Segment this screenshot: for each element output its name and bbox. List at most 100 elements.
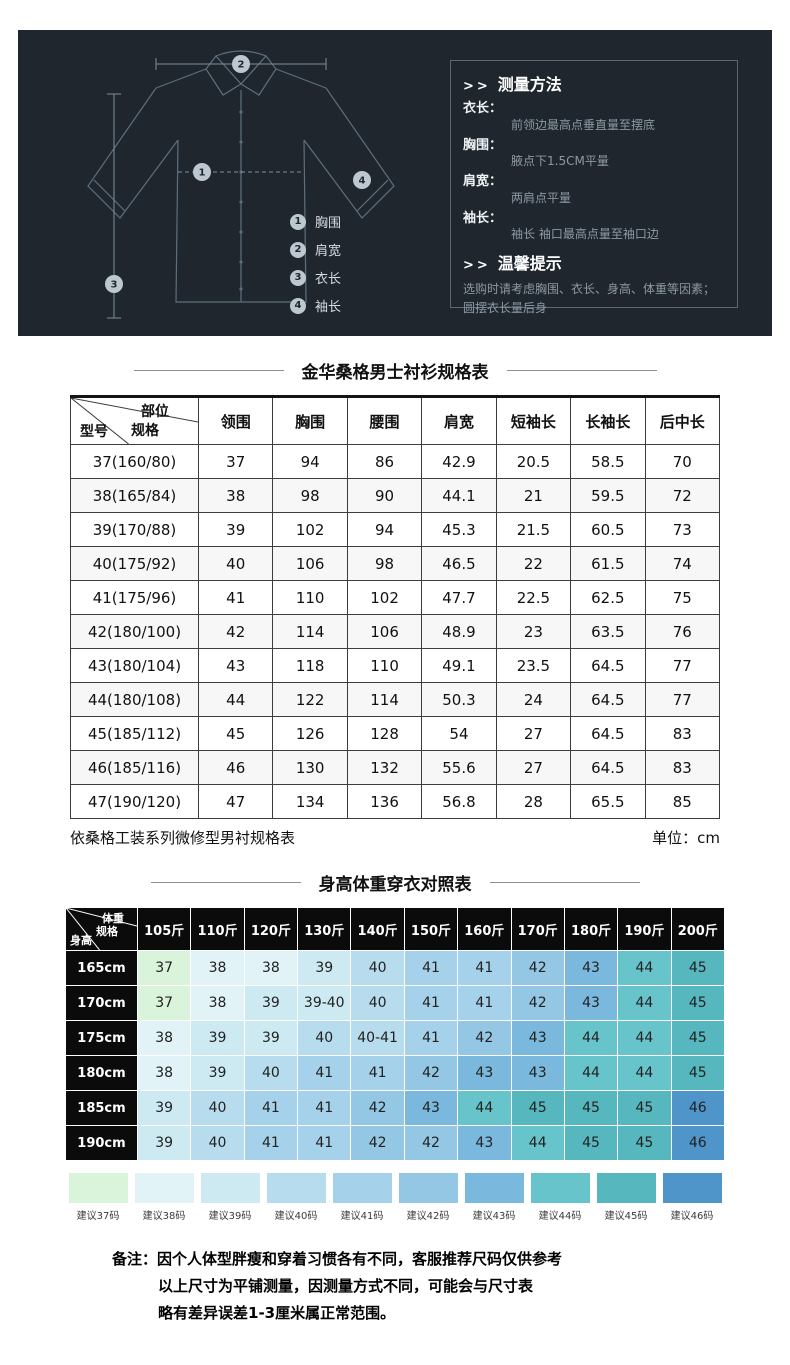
- size-table-value-cell: 77: [644, 682, 721, 717]
- size-table-row: 45(185/112) 45 126 128 54 27 64.5 83: [70, 716, 721, 751]
- diagram-legend-item: 2 肩宽: [290, 240, 341, 259]
- size-table-footnotes: 依桑格工装系列微修型男衬规格表 单位：cm: [70, 827, 720, 848]
- size-table-value-cell: 47.7: [421, 580, 497, 615]
- chevrons-icon: >>: [463, 79, 491, 94]
- hw-table-size-cell: 40: [350, 985, 405, 1021]
- shirt-outline: [87, 50, 395, 303]
- hw-table-size-cell: 44: [617, 950, 672, 986]
- hw-table-size-cell: 42: [510, 950, 565, 986]
- size-table-value-cell: 49.1: [421, 648, 497, 683]
- measure-item-desc: 两肩点平量: [511, 190, 572, 205]
- shirt-diagram: 1 2 3 4: [87, 50, 395, 319]
- unit-footnote: 单位：cm: [652, 829, 720, 847]
- size-table-value-cell: 60.5: [570, 512, 646, 547]
- size-table-row: 43(180/104) 43 118 110 49.1 23.5 64.5 77: [70, 648, 721, 683]
- hw-table-size-cell: 40: [190, 1125, 245, 1161]
- footer-note-line: 以上尺寸为平铺测量，因测量方式不同，可能会与尺寸表: [158, 1277, 534, 1295]
- hw-table-size-cell: 41: [403, 1020, 459, 1056]
- corner-label-weight: 体重: [102, 912, 124, 925]
- size-table-model-cell: 44(180/108): [70, 682, 199, 717]
- hw-table-size-cell: 39: [243, 985, 299, 1021]
- hw-table-weight-header: 180斤: [563, 907, 619, 951]
- hw-table-size-cell: 42: [510, 985, 565, 1021]
- legend-label: 建议42码: [406, 1211, 450, 1222]
- hw-table-size-cell: 39: [297, 950, 352, 986]
- marker-4-sleeve: 4: [353, 171, 371, 189]
- hw-table-size-cell: 44: [457, 1090, 512, 1126]
- hw-table-size-cell: 45: [617, 1125, 672, 1161]
- size-table-column-header: 长袖长: [570, 396, 646, 445]
- size-color-legend: 建议37码 建议38码 建议39码 建议40码 建议41码 建议42码 建议43码 建议44码…: [0, 1173, 790, 1222]
- measure-item-label: 胸围：: [463, 137, 503, 153]
- size-table-model-cell: 47(190/120): [70, 784, 199, 819]
- size-table-value-cell: 106: [272, 546, 348, 581]
- diagram-legend-item: 4 袖长: [290, 296, 341, 315]
- hw-table-title: 身高体重穿衣对照表: [318, 875, 472, 895]
- hw-table-weight-header: 160斤: [457, 907, 512, 951]
- hw-table-size-cell: 39: [136, 1090, 192, 1126]
- legend-swatch: [596, 1173, 656, 1203]
- hw-table-size-cell: 44: [617, 1020, 672, 1056]
- size-table-row: 47(190/120) 47 134 136 56.8 28 65.5 85: [70, 784, 721, 819]
- hw-table-size-cell: 45: [670, 985, 726, 1021]
- size-table-model-cell: 43(180/104): [70, 648, 199, 683]
- hw-table-weight-header: 130斤: [297, 907, 352, 951]
- hw-table-size-cell: 40: [190, 1090, 245, 1126]
- hw-table-size-cell: 38: [190, 950, 245, 986]
- hw-table-size-cell: 37: [136, 985, 192, 1021]
- hw-table-size-cell: 38: [136, 1020, 192, 1056]
- footer-note-line: 备注：因个人体型胖瘦和穿着习惯各有不同，客服推荐尺码仅供参考: [112, 1250, 563, 1268]
- size-table-title-row: 金华桑格男士衬衫规格表: [0, 358, 790, 383]
- hw-table-size-cell: 44: [510, 1125, 565, 1161]
- size-table-column-header: 腰围: [346, 396, 423, 445]
- hw-table-size-cell: 43: [510, 1020, 565, 1056]
- measure-item-label: 衣长：: [463, 101, 503, 116]
- size-table-model-cell: 46(185/116): [70, 750, 199, 785]
- hw-table-size-cell: 44: [617, 985, 672, 1021]
- hw-table-size-cell: 39: [190, 1020, 245, 1056]
- size-table-value-cell: 45.3: [421, 512, 497, 547]
- shirt-size-table: 部位 规格 型号 领围 胸围 腰围 肩宽 短袖长 长袖长 后中长 37(160/80) 37 94 86 4…: [70, 395, 721, 819]
- hw-table-size-cell: 39: [190, 1055, 245, 1091]
- size-table-value-cell: 20.5: [495, 444, 572, 479]
- hw-table-row: 170cm 37 38 39 39-40 40 41 41 42 43 44 45: [65, 985, 726, 1021]
- hw-table-size-cell: 40: [243, 1055, 299, 1091]
- legend-item: 建议39码: [200, 1173, 260, 1222]
- size-table-value-cell: 64.5: [570, 682, 646, 717]
- size-table-value-cell: 42: [197, 614, 274, 649]
- hw-table-size-cell: 45: [510, 1090, 565, 1126]
- size-table-value-cell: 46: [197, 750, 274, 785]
- legend-item: 建议41码: [332, 1173, 392, 1222]
- hw-table-row: 180cm 38 39 40 41 41 42 43 43 44 44 45: [65, 1055, 726, 1091]
- legend-swatch: [200, 1173, 260, 1203]
- size-table-column-header: 领围: [197, 396, 274, 445]
- legend-item: 建议38码: [134, 1173, 194, 1222]
- size-table-value-cell: 134: [272, 784, 348, 819]
- legend-swatch: [530, 1173, 590, 1203]
- size-table-value-cell: 83: [644, 750, 721, 785]
- measure-item-desc: 腋点下1.5CM平量: [511, 154, 609, 169]
- legend-label: 建议46码: [670, 1211, 714, 1222]
- svg-text:1: 1: [199, 168, 206, 179]
- measure-item-label: 袖长：: [463, 210, 503, 226]
- size-table-value-cell: 42.9: [421, 444, 497, 479]
- hw-table-height-cell: 175cm: [65, 1020, 138, 1056]
- diagram-legend-label: 袖长: [315, 300, 342, 315]
- legend-swatch: [134, 1173, 194, 1203]
- size-table-row: 39(170/88) 39 102 94 45.3 21.5 60.5 73: [70, 512, 721, 547]
- size-table-value-cell: 46.5: [421, 546, 497, 581]
- diagram-legend: 1 胸围 2 肩宽 3 衣长 4 袖长: [290, 212, 341, 324]
- hw-table-size-cell: 38: [136, 1055, 192, 1091]
- marker-number-icon: 2: [290, 241, 306, 258]
- hw-table-size-cell: 45: [563, 1125, 619, 1161]
- corner-label-model: 型号: [80, 424, 108, 440]
- corner-label-spec: 规格: [131, 423, 159, 439]
- legend-item: 建议43码: [464, 1173, 524, 1222]
- size-table-value-cell: 130: [272, 750, 348, 785]
- hw-table-size-cell: 41: [403, 985, 459, 1021]
- hw-table-size-cell: 40-41: [350, 1020, 405, 1056]
- hw-table-size-cell: 44: [563, 1055, 619, 1091]
- size-table-title: 金华桑格男士衬衫规格表: [301, 363, 489, 383]
- hw-table-weight-header: 150斤: [403, 907, 459, 951]
- size-table-value-cell: 64.5: [570, 648, 646, 683]
